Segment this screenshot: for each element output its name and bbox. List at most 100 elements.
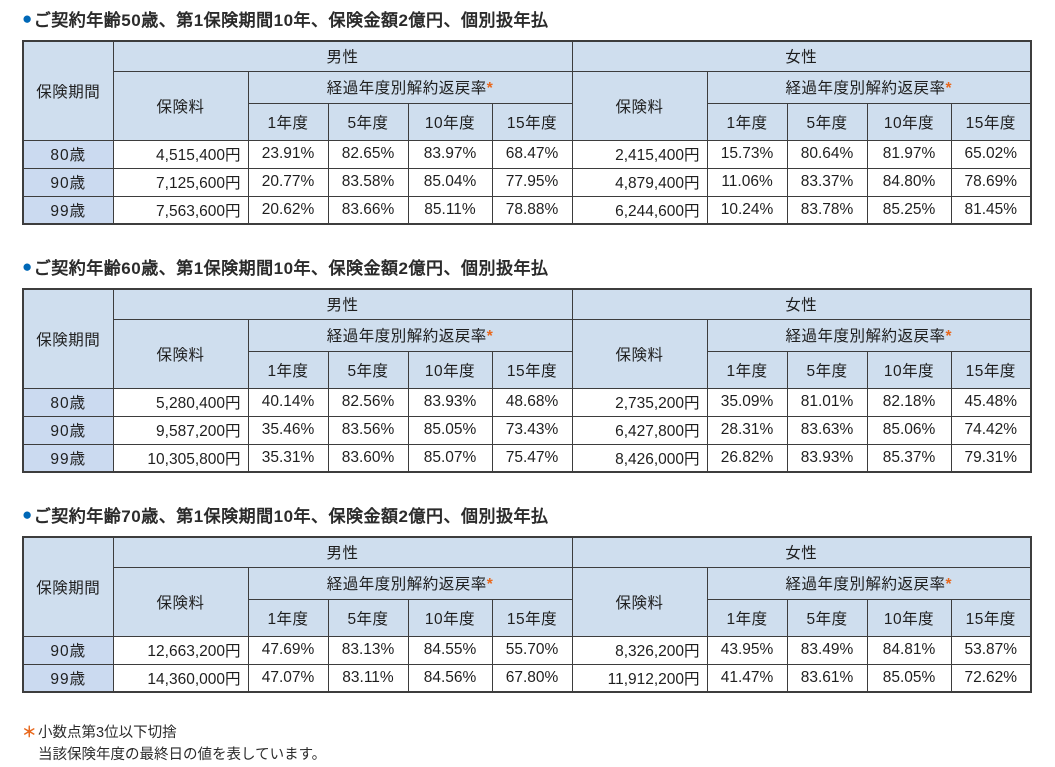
female-rate-cell: 83.49% (786, 635, 868, 665)
col-header-male-year-1: 1年度 (247, 350, 329, 389)
male-rate-cell: 83.97% (407, 139, 493, 169)
male-rate-cell: 83.60% (327, 443, 409, 473)
col-header-female-premium: 保険料 (571, 318, 708, 389)
col-header-male-year-1: 1年度 (247, 102, 329, 141)
female-rate-cell: 11.06% (706, 167, 788, 197)
bullet-icon: ● (22, 257, 33, 276)
male-rate-cell: 82.56% (327, 387, 409, 417)
col-header-period: 保険期間 (22, 40, 114, 141)
col-header-male-premium: 保険料 (112, 70, 249, 141)
col-header-male-rate: 経過年度別解約返戻率* (247, 318, 573, 352)
male-rate-cell: 20.77% (247, 167, 329, 197)
col-header-female-year-15: 15年度 (950, 102, 1032, 141)
period-cell: 80歳 (22, 387, 114, 417)
col-header-male: 男性 (112, 536, 573, 568)
male-rate-cell: 83.58% (327, 167, 409, 197)
col-header-female-year-10: 10年度 (866, 598, 952, 637)
male-rate-cell: 83.13% (327, 635, 409, 665)
asterisk-marker: * (486, 328, 494, 345)
female-rate-cell: 15.73% (706, 139, 788, 169)
col-header-male-year-5: 5年度 (327, 102, 409, 141)
female-rate-cell: 81.01% (786, 387, 868, 417)
female-rate-cell: 81.97% (866, 139, 952, 169)
col-header-female-premium: 保険料 (571, 566, 708, 637)
col-header-female-year-10: 10年度 (866, 350, 952, 389)
col-header-female: 女性 (571, 288, 1032, 320)
col-header-female-year-5: 5年度 (786, 350, 868, 389)
table-row: 90歳 9,587,200円 35.46% 83.56% 85.05% 73.43% 6,4… (22, 415, 1032, 445)
female-rate-cell: 81.45% (950, 195, 1032, 225)
footnote-line-1: ＊ 小数点第3位以下切捨 (22, 722, 1033, 744)
col-header-period: 保険期間 (22, 536, 114, 637)
male-premium-cell: 12,663,200円 (112, 635, 249, 665)
female-rate-cell: 83.78% (786, 195, 868, 225)
male-premium-cell: 7,125,600円 (112, 167, 249, 197)
female-rate-cell: 84.81% (866, 635, 952, 665)
table-row: 99歳 14,360,000円 47.07% 83.11% 84.56% 67.80% 11… (22, 663, 1032, 693)
col-header-male: 男性 (112, 40, 573, 72)
female-premium-cell: 4,879,400円 (571, 167, 708, 197)
table-title-text: ご契約年齢50歳、第1保険期間10年、保険金額2億円、個別扱年払 (33, 11, 549, 30)
female-rate-cell: 83.37% (786, 167, 868, 197)
male-rate-cell: 47.07% (247, 663, 329, 693)
female-rate-cell: 74.42% (950, 415, 1032, 445)
col-header-male-year-5: 5年度 (327, 350, 409, 389)
female-rate-cell: 85.06% (866, 415, 952, 445)
col-header-male-year-10: 10年度 (407, 102, 493, 141)
col-header-male-year-15: 15年度 (491, 102, 573, 141)
male-premium-cell: 9,587,200円 (112, 415, 249, 445)
female-rate-cell: 41.47% (706, 663, 788, 693)
col-header-male-premium: 保険料 (112, 566, 249, 637)
table-title: ● ご契約年齢60歳、第1保険期間10年、保険金額2億円、個別扱年払 (22, 254, 1033, 279)
male-rate-cell: 23.91% (247, 139, 329, 169)
col-header-male: 男性 (112, 288, 573, 320)
document-body: ● ご契約年齢50歳、第1保険期間10年、保険金額2億円、個別扱年払 保険期間 … (22, 6, 1033, 693)
female-premium-cell: 8,426,000円 (571, 443, 708, 473)
male-rate-cell: 40.14% (247, 387, 329, 417)
col-header-period: 保険期間 (22, 288, 114, 389)
asterisk-marker: * (945, 576, 953, 593)
table-row: 90歳 12,663,200円 47.69% 83.13% 84.55% 55.70% 8,… (22, 635, 1032, 665)
male-rate-cell: 75.47% (491, 443, 573, 473)
col-header-male-year-10: 10年度 (407, 598, 493, 637)
col-header-female-premium: 保険料 (571, 70, 708, 141)
col-header-female-year-1: 1年度 (706, 598, 788, 637)
male-rate-cell: 73.43% (491, 415, 573, 445)
female-rate-cell: 84.80% (866, 167, 952, 197)
male-premium-cell: 10,305,800円 (112, 443, 249, 473)
table-title-text: ご契約年齢60歳、第1保険期間10年、保険金額2億円、個別扱年払 (33, 259, 549, 278)
table-row: 80歳 4,515,400円 23.91% 82.65% 83.97% 68.47% 2,4… (22, 139, 1032, 169)
female-rate-cell: 28.31% (706, 415, 788, 445)
female-rate-cell: 10.24% (706, 195, 788, 225)
male-rate-cell: 85.04% (407, 167, 493, 197)
period-cell: 90歳 (22, 635, 114, 665)
asterisk-marker: * (945, 328, 953, 345)
female-rate-cell: 43.95% (706, 635, 788, 665)
female-rate-cell: 85.25% (866, 195, 952, 225)
male-rate-cell: 20.62% (247, 195, 329, 225)
female-rate-cell: 83.93% (786, 443, 868, 473)
female-rate-cell: 80.64% (786, 139, 868, 169)
female-rate-cell: 26.82% (706, 443, 788, 473)
male-premium-cell: 4,515,400円 (112, 139, 249, 169)
male-rate-cell: 85.07% (407, 443, 493, 473)
table-row: 99歳 7,563,600円 20.62% 83.66% 85.11% 78.88% 6,2… (22, 195, 1032, 225)
col-header-female-year-5: 5年度 (786, 102, 868, 141)
male-rate-cell: 84.56% (407, 663, 493, 693)
col-header-male-year-15: 15年度 (491, 598, 573, 637)
col-header-male-premium: 保険料 (112, 318, 249, 389)
rate-table-section: ● ご契約年齢70歳、第1保険期間10年、保険金額2億円、個別扱年払 保険期間 … (22, 502, 1033, 693)
col-header-female-year-10: 10年度 (866, 102, 952, 141)
female-premium-cell: 2,415,400円 (571, 139, 708, 169)
male-rate-cell: 83.66% (327, 195, 409, 225)
bullet-icon: ● (22, 9, 33, 28)
male-rate-cell: 77.95% (491, 167, 573, 197)
period-cell: 99歳 (22, 663, 114, 693)
asterisk-marker: * (486, 576, 494, 593)
male-rate-cell: 78.88% (491, 195, 573, 225)
col-header-female-rate: 経過年度別解約返戻率* (706, 70, 1032, 104)
col-header-female-rate: 経過年度別解約返戻率* (706, 566, 1032, 600)
insurance-rate-table: 保険期間 男性 女性 保険料 経過年度別解約返戻率* 保険料 経過年度別解約返戻… (22, 536, 1033, 693)
male-rate-cell: 83.11% (327, 663, 409, 693)
col-header-female-year-1: 1年度 (706, 102, 788, 141)
